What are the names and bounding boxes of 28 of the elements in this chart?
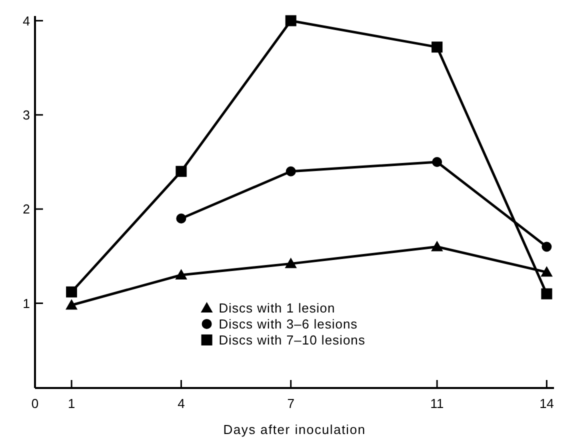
legend-label: Discs with 1 lesion [218,300,336,316]
x-tick-label: 11 [430,396,444,411]
point [540,266,553,277]
point [542,242,552,252]
x-axis-title: Days after inoculation [223,422,366,437]
legend-label: Discs with 7–10 lesions [218,332,366,348]
point [66,286,78,298]
point [66,299,78,310]
point [175,268,188,280]
point [286,166,296,176]
y-tick-label: 1 [22,296,30,311]
x-tick-label: 4 [178,396,185,411]
x-tick-label: 7 [287,396,294,411]
point [176,166,187,177]
x-tick-label: 1 [68,396,76,411]
y-tick-label: 3 [22,107,30,122]
x-tick-label: 14 [539,396,554,411]
x-tick-label: 0 [31,396,39,411]
y-tick-label: 4 [22,13,30,28]
point [176,213,186,224]
point [431,240,444,252]
point [541,288,552,300]
legend-label: Discs with 3–6 lesions [218,316,358,332]
point [285,15,296,26]
point [432,156,442,167]
point [432,42,443,53]
y-tick-label: 2 [22,202,30,217]
point [284,258,297,268]
